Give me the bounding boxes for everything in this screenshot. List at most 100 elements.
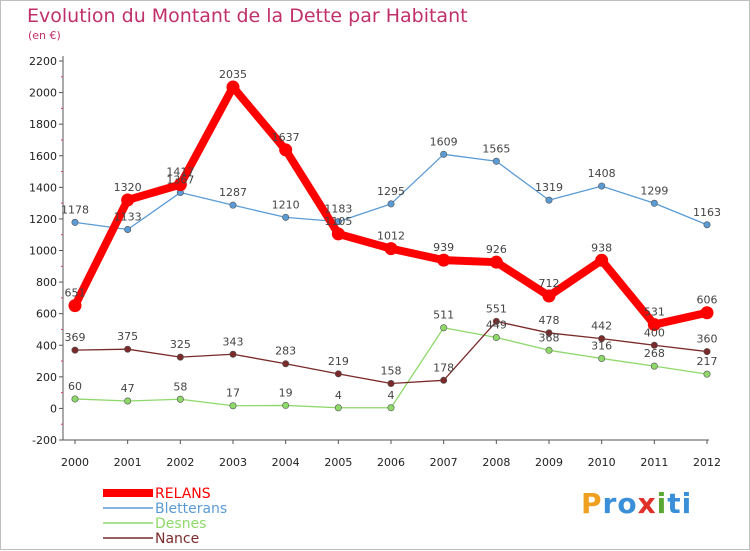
data-label-desnes: 58 xyxy=(173,380,187,393)
data-point-desnes xyxy=(545,346,553,354)
data-point-desnes xyxy=(440,324,448,332)
x-tick-label: 2008 xyxy=(482,456,510,469)
x-tick-label: 2001 xyxy=(114,456,142,469)
data-label-nance: 375 xyxy=(117,330,138,343)
data-point-nance xyxy=(282,360,290,368)
data-point-desnes xyxy=(71,395,79,403)
data-label-relans: 1012 xyxy=(377,230,405,243)
data-label-desnes: 268 xyxy=(644,347,665,360)
data-point-bletterans xyxy=(650,199,658,207)
data-point-relans xyxy=(226,80,240,94)
data-label-desnes: 19 xyxy=(279,386,293,399)
data-point-desnes xyxy=(650,362,658,370)
data-label-bletterans: 1367 xyxy=(166,174,194,187)
data-label-nance: 219 xyxy=(328,355,349,368)
data-point-relans xyxy=(384,242,398,256)
data-label-relans: 2035 xyxy=(219,68,247,81)
x-tick-label: 2012 xyxy=(693,456,721,469)
data-point-relans xyxy=(173,178,187,192)
data-label-nance: 400 xyxy=(644,326,665,339)
data-label-desnes: 17 xyxy=(226,387,240,400)
data-point-desnes xyxy=(703,370,711,378)
data-point-desnes xyxy=(598,355,606,363)
data-label-relans: 1320 xyxy=(114,181,142,194)
data-point-bletterans xyxy=(124,225,132,233)
y-tick-label: 800 xyxy=(36,276,57,289)
data-point-bletterans xyxy=(545,196,553,204)
y-tick-label: 0 xyxy=(50,402,57,415)
data-label-nance: 343 xyxy=(223,335,244,348)
x-tick-label: 2007 xyxy=(430,456,458,469)
data-label-desnes: 47 xyxy=(121,382,135,395)
data-label-desnes: 449 xyxy=(486,319,507,332)
data-label-relans: 651 xyxy=(65,287,86,300)
data-point-desnes xyxy=(282,401,290,409)
x-tick-label: 2006 xyxy=(377,456,405,469)
data-label-relans: 926 xyxy=(486,243,507,256)
data-point-nance xyxy=(387,379,395,387)
data-label-relans: 606 xyxy=(697,294,718,307)
y-tick-label: 2200 xyxy=(29,55,57,68)
data-point-bletterans xyxy=(703,221,711,229)
data-point-desnes xyxy=(492,334,500,342)
data-label-nance: 442 xyxy=(591,320,612,333)
chart-title: Evolution du Montant de la Dette par Hab… xyxy=(27,5,468,27)
data-label-nance: 178 xyxy=(433,361,454,374)
x-tick-label: 2002 xyxy=(166,456,194,469)
data-label-desnes: 4 xyxy=(335,389,342,402)
x-tick-label: 2000 xyxy=(61,456,89,469)
data-point-nance xyxy=(229,350,237,358)
data-point-desnes xyxy=(334,404,342,412)
data-label-bletterans: 1319 xyxy=(535,181,563,194)
data-point-relans xyxy=(489,255,503,269)
legend-label-bletterans: Bletterans xyxy=(155,501,227,517)
data-point-bletterans xyxy=(282,213,290,221)
data-label-relans: 1417 xyxy=(166,166,194,179)
data-point-nance xyxy=(124,345,132,353)
data-label-bletterans: 1295 xyxy=(377,185,405,198)
legend-label-desnes: Desnes xyxy=(155,516,206,532)
data-label-desnes: 4 xyxy=(388,389,395,402)
y-tick-label: 600 xyxy=(36,308,57,321)
chart-subtitle: (en €) xyxy=(28,29,61,42)
data-point-bletterans xyxy=(229,201,237,209)
data-label-relans: 712 xyxy=(539,277,560,290)
brand-logo: Proxiti xyxy=(581,487,693,520)
data-point-relans xyxy=(121,193,135,207)
data-point-nance xyxy=(703,348,711,356)
data-point-bletterans xyxy=(492,157,500,165)
x-tick-label: 2005 xyxy=(324,456,352,469)
y-tick-label: 1800 xyxy=(29,118,57,131)
data-label-nance: 325 xyxy=(170,338,191,351)
data-label-nance: 478 xyxy=(539,314,560,327)
data-point-desnes xyxy=(124,397,132,405)
data-point-nance xyxy=(71,346,79,354)
data-point-nance xyxy=(545,329,553,337)
data-label-nance: 158 xyxy=(381,364,402,377)
data-label-nance: 283 xyxy=(275,345,296,358)
data-label-desnes: 511 xyxy=(433,309,454,322)
y-tick-label: -200 xyxy=(32,434,57,447)
data-point-bletterans xyxy=(387,200,395,208)
data-label-bletterans: 1133 xyxy=(114,210,142,223)
data-point-nance xyxy=(650,341,658,349)
data-label-bletterans: 1163 xyxy=(693,206,721,219)
data-label-bletterans: 1178 xyxy=(61,203,89,216)
data-point-relans xyxy=(437,253,451,267)
data-point-nance xyxy=(440,376,448,384)
x-tick-label: 2011 xyxy=(640,456,668,469)
data-point-relans xyxy=(595,253,609,267)
data-point-relans xyxy=(700,306,714,320)
y-tick-label: 1200 xyxy=(29,213,57,226)
data-label-nance: 369 xyxy=(65,331,86,344)
data-label-bletterans: 1565 xyxy=(482,142,510,155)
data-point-desnes xyxy=(176,395,184,403)
data-label-relans: 938 xyxy=(591,241,612,254)
data-label-bletterans: 1299 xyxy=(640,184,668,197)
y-tick-label: 1600 xyxy=(29,150,57,163)
data-point-bletterans xyxy=(71,218,79,226)
data-point-desnes xyxy=(387,404,395,412)
y-tick-label: 2000 xyxy=(29,87,57,100)
